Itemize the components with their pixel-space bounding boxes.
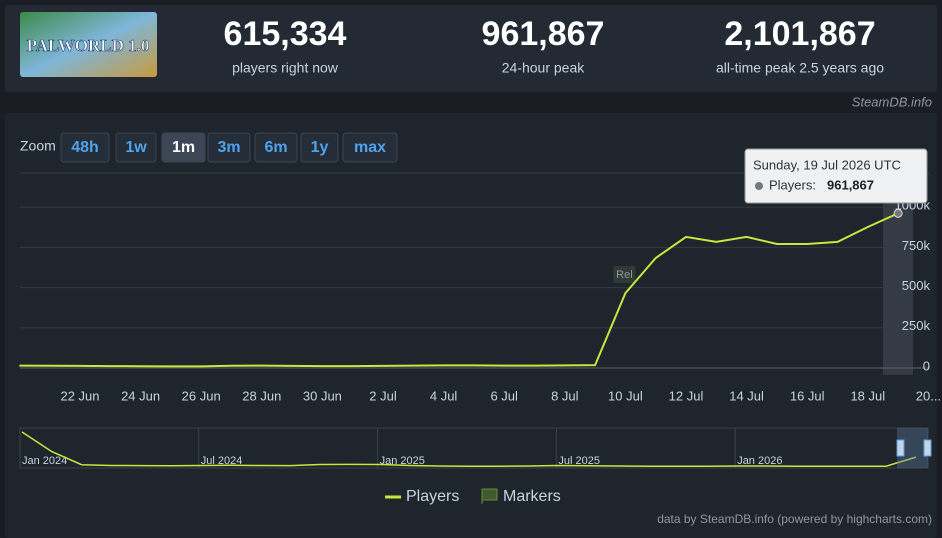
zoom-button[interactable] [254,132,298,163]
logo-text: PALWORLD 1.0 [27,36,150,55]
legend-markers[interactable]: Markers [503,488,561,505]
tooltip: Sunday, 19 Jul 2026 UTC Players: 961,867 [744,148,928,204]
zoom-button-label[interactable]: 48h [71,139,99,156]
zoom-label: Zoom [20,138,56,154]
legend-flag [481,488,498,504]
stat-value: 961,867 [482,15,605,53]
x-tick-label: 10 Jul [608,388,643,403]
x-tick-label: 24 Jun [121,388,160,403]
navigator-label: Jan 2024 [22,455,67,467]
stat-label: players right now [232,60,339,76]
x-tick-label: 20... [916,388,941,403]
source: SteamDB.info [852,94,932,109]
x-tick-label: 22 Jun [60,388,99,403]
y-tick-label: 750k [902,238,931,253]
stat-label: 24-hour peak [502,60,586,76]
zoom-button-label[interactable]: 3m [217,139,240,156]
zoom-button-label[interactable]: 1w [125,139,147,156]
navigator-label: Jan 2025 [380,455,425,467]
stat-value: 2,101,867 [724,15,875,53]
navigator-handle[interactable] [923,439,932,457]
y-tick-label: 250k [902,318,931,333]
series-line [19,212,899,368]
stat-value: 615,334 [224,15,347,53]
x-tick-label: 12 Jul [669,388,704,403]
marker-label: Rel [616,269,633,281]
tooltip-value: 961,867 [827,177,874,192]
navigator-line [21,431,917,467]
stat-label: all-time peak 2.5 years ago [716,60,884,76]
zoom-button[interactable] [161,132,206,163]
zoom-button[interactable] [300,132,339,163]
game-logo [20,12,157,77]
legend-players[interactable]: Players [406,488,459,505]
tooltip-series: Players: [769,177,816,192]
navigator-label: Jul 2025 [558,455,600,467]
stats-panel [5,5,937,92]
x-tick-label: 28 Jun [242,388,281,403]
x-tick-label: 16 Jul [790,388,825,403]
zoom-button[interactable] [60,132,110,163]
x-tick-label: 6 Jul [490,388,518,403]
x-tick-label: 14 Jul [729,388,764,403]
footer: data by SteamDB.info (powered by highcha… [657,512,932,526]
y-tick-label: 0 [923,358,930,373]
y-tick-label: 500k [902,278,931,293]
zoom-button-label[interactable]: 1y [311,139,329,156]
x-tick-label: 4 Jul [430,388,458,403]
x-tick-label: 2 Jul [369,388,397,403]
tooltip-date: Sunday, 19 Jul 2026 UTC [753,157,901,172]
zoom-button[interactable] [115,132,157,163]
x-tick-label: 26 Jun [182,388,221,403]
navigator-handle[interactable] [896,439,905,457]
zoom-button[interactable] [207,132,251,163]
hover-band [883,173,913,375]
tooltip-dot [755,182,763,190]
x-tick-label: 8 Jul [551,388,579,403]
marker-flag [613,266,636,283]
tooltip-box [744,148,928,204]
zoom-button-label[interactable]: 1m [172,139,195,156]
x-tick-label: 18 Jul [850,388,885,403]
x-tick-label: 30 Jun [303,388,342,403]
navigator-label: Jul 2024 [201,455,243,467]
navigator-label: Jan 2026 [737,455,782,467]
hover-point [893,208,903,218]
zoom-button[interactable] [342,132,398,163]
chart-panel [5,113,937,538]
zoom-button-label[interactable]: max [354,139,386,156]
zoom-button-label[interactable]: 6m [264,139,287,156]
